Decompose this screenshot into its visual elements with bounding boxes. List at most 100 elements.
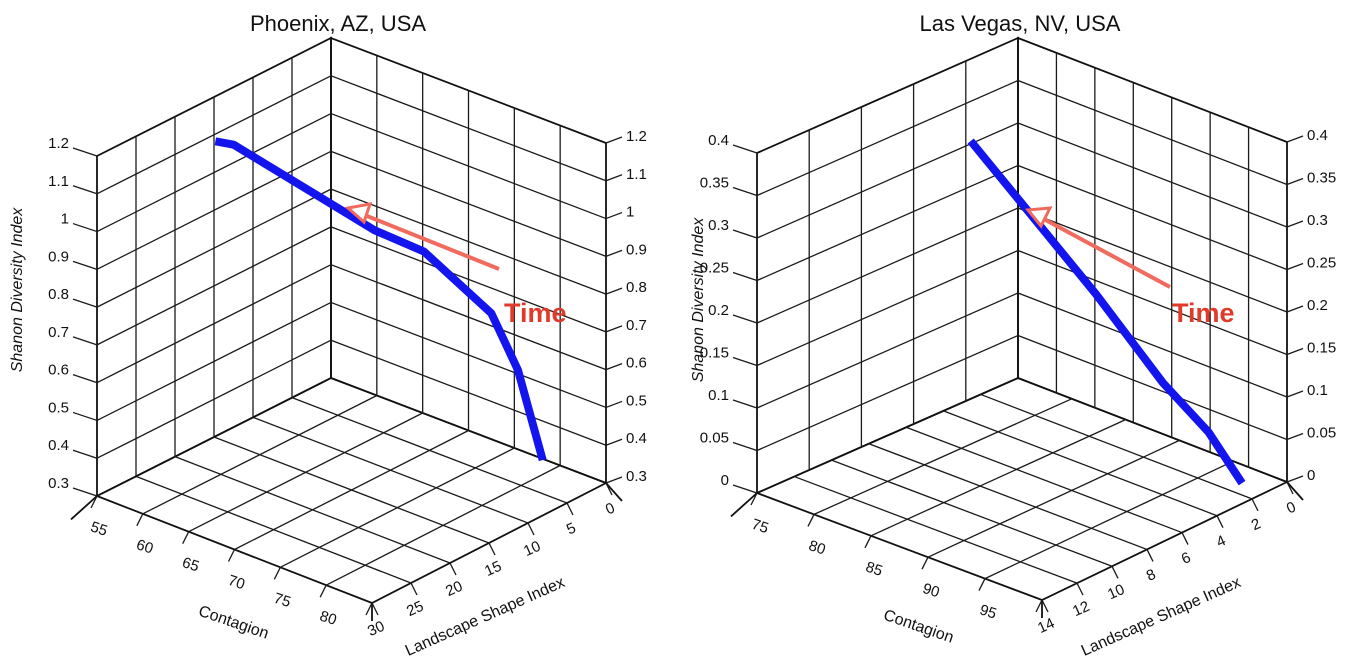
phoenix-grid bbox=[70, 36, 623, 621]
las-vegas-x-tick-mark bbox=[864, 535, 872, 549]
las-vegas-z-tick-label-left: 0.1 bbox=[708, 387, 729, 404]
phoenix-time-arrowhead bbox=[344, 202, 373, 225]
las-vegas-floor-gridline bbox=[813, 398, 1073, 515]
phoenix-floor-gridline bbox=[135, 475, 412, 584]
las-vegas-x-tick-mark bbox=[1035, 599, 1043, 613]
las-vegas-x-tick-label: 85 bbox=[863, 559, 884, 580]
las-vegas-x-tick-mark bbox=[978, 578, 986, 591]
las-vegas-y-tick-mark bbox=[1251, 498, 1259, 512]
las-vegas-z-tick-label-left: 0.15 bbox=[700, 345, 729, 362]
las-vegas-z-tick-label-right: 0.05 bbox=[1307, 425, 1336, 442]
las-vegas-z-tick-mark-left bbox=[732, 271, 758, 282]
phoenix-z-tick-mark-right bbox=[605, 438, 623, 446]
las-vegas-z-tick-label-left: 0 bbox=[721, 472, 729, 489]
las-vegas-chart-panel: Time 0 00.05 0.050.1 0.10.15 0.150.2 0.20.25 0… bbox=[690, 11, 1336, 660]
phoenix-z-tick-mark-left bbox=[72, 411, 98, 422]
phoenix-z-axis-label: Shanon Diversity Index bbox=[9, 207, 26, 373]
phoenix-z-tick-label-right: 0.4 bbox=[626, 430, 647, 447]
phoenix-z-tick-mark-left bbox=[72, 185, 98, 195]
phoenix-chart-title: Phoenix, AZ, USA bbox=[250, 11, 426, 36]
las-vegas-z-tick-mark-right bbox=[1286, 305, 1304, 313]
phoenix-z-tick-mark-right bbox=[605, 363, 623, 371]
phoenix-z-tick-mark-left bbox=[72, 147, 98, 157]
phoenix-time-label: Time bbox=[504, 298, 567, 328]
phoenix-z-tick-label-left: 0.8 bbox=[48, 286, 69, 303]
las-vegas-y-tick-mark bbox=[1286, 481, 1294, 495]
las-vegas-floor-gridline bbox=[943, 410, 1218, 517]
las-vegas-tick-labels: 0 00.05 0.050.1 0.10.15 0.150.2 0.20.25 0.250.… bbox=[700, 127, 1336, 637]
las-vegas-y-tick-label: 10 bbox=[1105, 581, 1127, 603]
las-vegas-z-tick-mark-right bbox=[1286, 390, 1304, 398]
las-vegas-y-tick-mark bbox=[1146, 549, 1154, 562]
las-vegas-z-tick-mark-right bbox=[1286, 135, 1304, 143]
las-vegas-time-arrowhead bbox=[1025, 206, 1053, 229]
phoenix-x-tick-mark bbox=[90, 495, 98, 509]
phoenix-y-tick-label: 30 bbox=[365, 618, 387, 640]
las-vegas-axis-edge bbox=[730, 492, 758, 518]
phoenix-y-tick-mark bbox=[566, 502, 574, 516]
las-vegas-z-tick-label-right: 0.15 bbox=[1307, 340, 1336, 357]
las-vegas-floor bbox=[754, 377, 1290, 601]
las-vegas-z-tick-mark-right bbox=[1286, 177, 1304, 186]
las-vegas-z-tick-label-left: 0.4 bbox=[708, 132, 729, 149]
las-vegas-z-tick-mark-left bbox=[732, 484, 758, 494]
phoenix-z-tick-mark-left bbox=[72, 374, 98, 384]
las-vegas-floor-gridline bbox=[831, 459, 1113, 567]
phoenix-z-tick-label-left: 0.4 bbox=[48, 437, 69, 454]
phoenix-floor-gridline bbox=[174, 456, 451, 564]
phoenix-z-tick-mark-right bbox=[605, 400, 623, 409]
las-vegas-floor-gridline bbox=[980, 393, 1253, 500]
phoenix-tick-labels: 0.3 0.3 0.4 0.4 0.5 0.5 0.6 0.6 0.7 0.7 0.8 0.8 0.9 0… bbox=[48, 128, 647, 640]
las-vegas-z-tick-mark-left bbox=[732, 314, 758, 324]
phoenix-floor-gridline bbox=[291, 397, 568, 504]
phoenix-x-tick-label: 65 bbox=[180, 554, 201, 575]
phoenix-z-tick-mark-right bbox=[605, 476, 623, 484]
phoenix-z-tick-label-right: 1 bbox=[626, 204, 634, 221]
las-vegas-y-tick-mark bbox=[1216, 515, 1224, 529]
phoenix-z-tick-label-left: 0.3 bbox=[48, 475, 69, 492]
las-vegas-y-tick-mark bbox=[1041, 599, 1049, 613]
phoenix-z-tick-label-left: 0.9 bbox=[48, 248, 69, 265]
las-vegas-y-tick-label: 12 bbox=[1070, 598, 1092, 620]
las-vegas-x-axis-label: Contagion bbox=[881, 607, 956, 647]
las-vegas-y-tick-label: 14 bbox=[1035, 615, 1057, 637]
phoenix-z-tick-mark-left bbox=[72, 298, 98, 308]
phoenix-y-tick-mark bbox=[371, 602, 379, 616]
phoenix-y-tick-label: 15 bbox=[482, 558, 504, 580]
las-vegas-wall-gridline bbox=[756, 207, 1288, 324]
phoenix-y-tick-mark bbox=[449, 562, 457, 576]
las-vegas-wall-gridline bbox=[756, 79, 1288, 197]
las-vegas-floor-gridline bbox=[927, 439, 1180, 558]
las-vegas-z-tick-mark-left bbox=[732, 356, 758, 367]
las-vegas-floor-gridline bbox=[868, 443, 1148, 551]
las-vegas-z-tick-mark-left bbox=[732, 144, 758, 154]
phoenix-z-tick-label-left: 1.2 bbox=[48, 135, 69, 152]
las-vegas-chart-title: Las Vegas, NV, USA bbox=[920, 11, 1121, 36]
las-vegas-wall-gridline bbox=[756, 334, 1288, 452]
las-vegas-x-tick-mark bbox=[750, 492, 758, 506]
las-vegas-y-tick-label: 6 bbox=[1179, 549, 1194, 568]
las-vegas-x-tick-mark bbox=[921, 556, 929, 570]
phoenix-y-tick-mark bbox=[410, 582, 418, 596]
phoenix-z-tick-mark-right bbox=[605, 174, 623, 182]
las-vegas-x-tick-label: 80 bbox=[806, 537, 827, 558]
las-vegas-x-tick-label: 75 bbox=[749, 516, 770, 537]
las-vegas-wall-gridline bbox=[756, 249, 1288, 367]
las-vegas-z-tick-label-right: 0.4 bbox=[1307, 127, 1328, 144]
las-vegas-x-tick-label: 90 bbox=[920, 580, 941, 601]
las-vegas-z-tick-mark-left bbox=[732, 229, 758, 239]
las-vegas-y-tick-label: 2 bbox=[1249, 515, 1264, 534]
phoenix-z-tick-label-right: 0.7 bbox=[626, 317, 647, 334]
las-vegas-z-tick-label-left: 0.05 bbox=[700, 430, 729, 447]
phoenix-z-tick-mark-left bbox=[72, 487, 98, 497]
las-vegas-time-arrow-line bbox=[1041, 216, 1171, 289]
las-vegas-annotation-layer: Time bbox=[1025, 206, 1235, 328]
las-vegas-z-tick-mark-right bbox=[1286, 220, 1304, 228]
phoenix-z-tick-label-right: 0.6 bbox=[626, 355, 647, 372]
las-vegas-z-axis-label: Shanon Diversity Index bbox=[690, 217, 707, 383]
las-vegas-z-tick-mark-left bbox=[732, 399, 758, 409]
las-vegas-z-tick-label-right: 0.35 bbox=[1307, 170, 1336, 187]
phoenix-z-tick-label-left: 0.5 bbox=[48, 399, 69, 416]
las-vegas-wall-gridline bbox=[756, 122, 1288, 239]
phoenix-z-tick-mark-left bbox=[72, 260, 98, 270]
